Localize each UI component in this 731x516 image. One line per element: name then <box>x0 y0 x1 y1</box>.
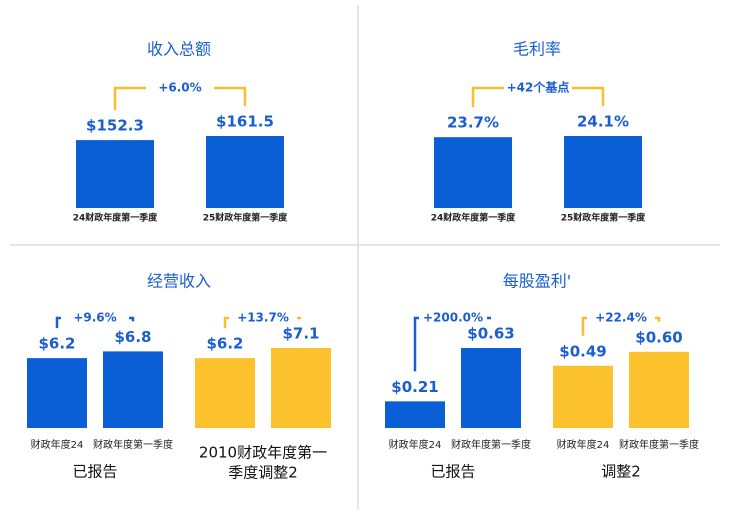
category-label: 财政年度24 <box>31 438 84 451</box>
change-label: +13.7% <box>237 311 289 325</box>
bar <box>27 358 87 428</box>
category-label: 24财政年度第一季度 <box>73 212 159 224</box>
bar <box>461 348 521 428</box>
category-label: 25财政年度第一季度 <box>561 212 647 224</box>
group-label: 已报告 <box>430 463 475 481</box>
change-label-bg <box>229 309 297 327</box>
change-label: +9.6% <box>73 311 116 325</box>
group-label: 2010财政年度第一 <box>199 444 327 462</box>
bar <box>195 358 255 428</box>
bar <box>206 136 284 208</box>
change-label: +6.0% <box>158 81 201 95</box>
category-label: 财政年度第一季度 <box>93 438 173 451</box>
value-label: $6.2 <box>206 335 243 353</box>
change-label-bg <box>61 309 129 327</box>
category-label: 财政年度第一季度 <box>619 438 699 451</box>
category-label: 25财政年度第一季度 <box>203 212 289 224</box>
value-label: 24.1% <box>577 113 629 131</box>
panel-title: 每股盈利' <box>503 272 571 291</box>
panel-title: 毛利率 <box>513 40 561 59</box>
bar <box>434 137 512 208</box>
group-label: 季度调整2 <box>228 464 298 482</box>
bar <box>103 351 163 428</box>
change-label-bg <box>146 79 214 97</box>
bar <box>271 348 331 428</box>
value-label: $161.5 <box>216 113 274 131</box>
change-label-bg <box>504 79 572 97</box>
value-label: $0.49 <box>559 342 606 360</box>
value-label: $152.3 <box>86 117 144 135</box>
bar <box>385 401 445 428</box>
bar <box>76 140 154 208</box>
change-label: +22.4% <box>595 311 647 325</box>
value-label: $6.2 <box>38 335 75 353</box>
group-label: 调整2 <box>601 463 641 481</box>
change-label-bg <box>419 309 487 327</box>
value-label: 23.7% <box>447 114 499 132</box>
change-label: +200.0% <box>423 311 483 325</box>
category-label: 财政年度第一季度 <box>451 438 531 451</box>
value-label: $7.1 <box>282 325 319 343</box>
panel-title: 经营收入 <box>147 272 211 291</box>
category-label: 财政年度24 <box>389 438 442 451</box>
panel-title: 收入总额 <box>147 40 211 59</box>
bar <box>564 136 642 208</box>
bar <box>553 365 613 428</box>
change-label-bg <box>587 309 655 327</box>
category-label: 24财政年度第一季度 <box>431 212 517 224</box>
value-label: $0.63 <box>467 325 514 343</box>
value-label: $0.21 <box>391 378 438 396</box>
category-label: 财政年度24 <box>557 438 610 451</box>
bar <box>629 351 689 428</box>
group-label: 已报告 <box>72 463 117 481</box>
value-label: $6.8 <box>114 328 151 346</box>
change-label: +42个基点 <box>507 80 570 95</box>
value-label: $0.60 <box>635 328 682 346</box>
